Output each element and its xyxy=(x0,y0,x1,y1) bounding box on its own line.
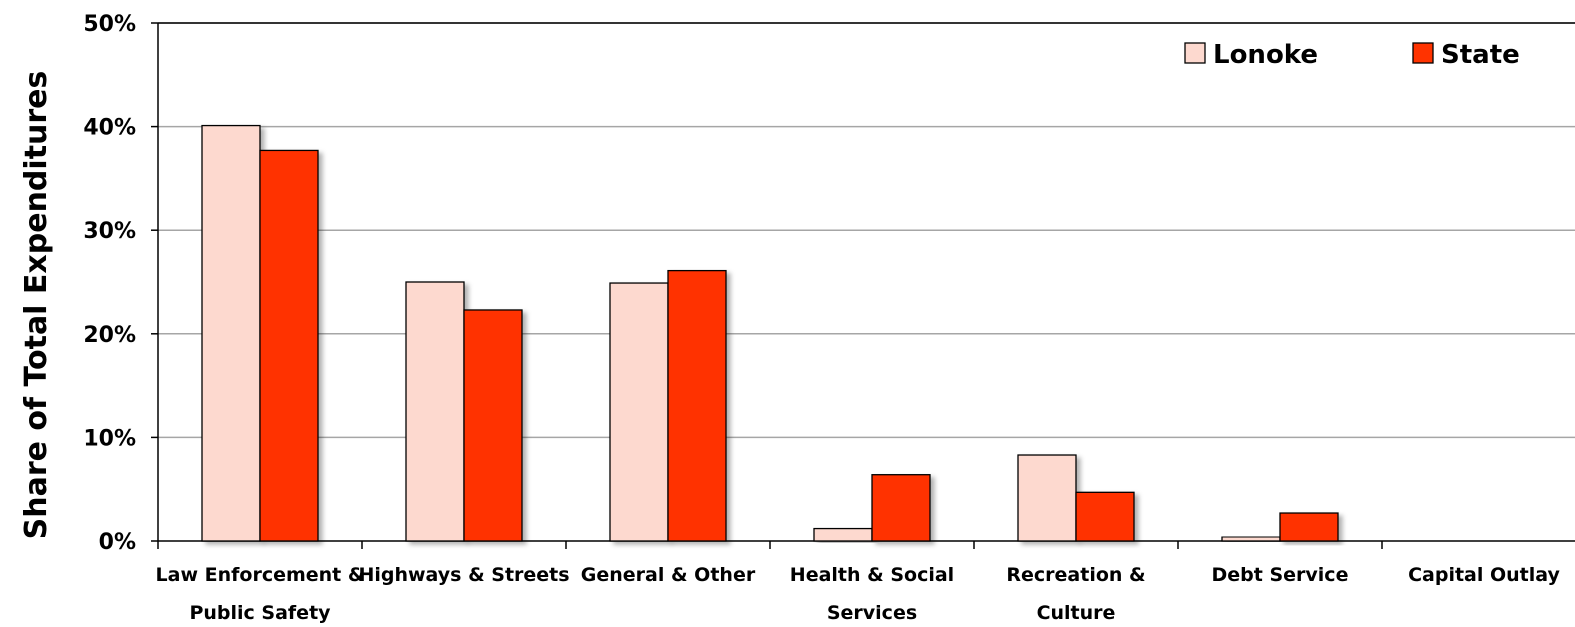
y-tick-label: 40% xyxy=(83,116,136,141)
bar-state-3 xyxy=(871,474,931,542)
y-tick-label: 0% xyxy=(99,530,136,555)
bar-state-4 xyxy=(1075,491,1135,542)
legend-swatch-lonoke xyxy=(1184,42,1206,64)
y-tick-labels: 0% 10% 20% 30% 40% 50% xyxy=(83,12,136,555)
gridlines xyxy=(158,22,1575,439)
legend: Lonoke State xyxy=(1184,40,1520,70)
y-tick-label: 20% xyxy=(83,323,136,348)
x-tick-label: Recreation & xyxy=(1006,564,1145,586)
bar-lonoke-3 xyxy=(813,527,873,542)
bar-state-5 xyxy=(1279,512,1339,542)
bar-lonoke-2 xyxy=(609,282,669,542)
bar-lonoke-5 xyxy=(1221,536,1281,542)
y-tick-label: 10% xyxy=(83,426,136,451)
y-tick-label: 30% xyxy=(83,219,136,244)
x-tick-label: Health & Social xyxy=(790,564,954,586)
bar-state-1 xyxy=(463,309,523,542)
x-tick-label: Highways & Streets xyxy=(358,564,569,586)
bar-state-2 xyxy=(667,269,727,542)
x-tick-labels: Law Enforcement & Public Safety Highways &… xyxy=(156,564,1561,624)
x-tick-label: Services xyxy=(827,602,917,624)
y-tick-label: 50% xyxy=(83,12,136,37)
y-axis-label: Share of Total Expenditures xyxy=(19,71,54,540)
x-tick-label: Capital Outlay xyxy=(1408,564,1560,586)
bar-lonoke-1 xyxy=(405,281,465,542)
x-tick-label: Public Safety xyxy=(189,602,331,624)
legend-label-lonoke: Lonoke xyxy=(1213,40,1318,70)
legend-swatch-state xyxy=(1412,42,1434,64)
bar-lonoke-0 xyxy=(201,124,261,542)
x-tick-label: Culture xyxy=(1037,602,1116,624)
bar-state-0 xyxy=(259,149,319,542)
axes xyxy=(151,22,1575,549)
x-tick-label: General & Other xyxy=(581,564,756,586)
x-tick-label: Debt Service xyxy=(1212,564,1349,586)
bar-lonoke-4 xyxy=(1017,454,1077,542)
legend-label-state: State xyxy=(1441,40,1520,70)
x-tick-label: Law Enforcement & xyxy=(156,564,365,586)
bars xyxy=(201,124,1339,542)
